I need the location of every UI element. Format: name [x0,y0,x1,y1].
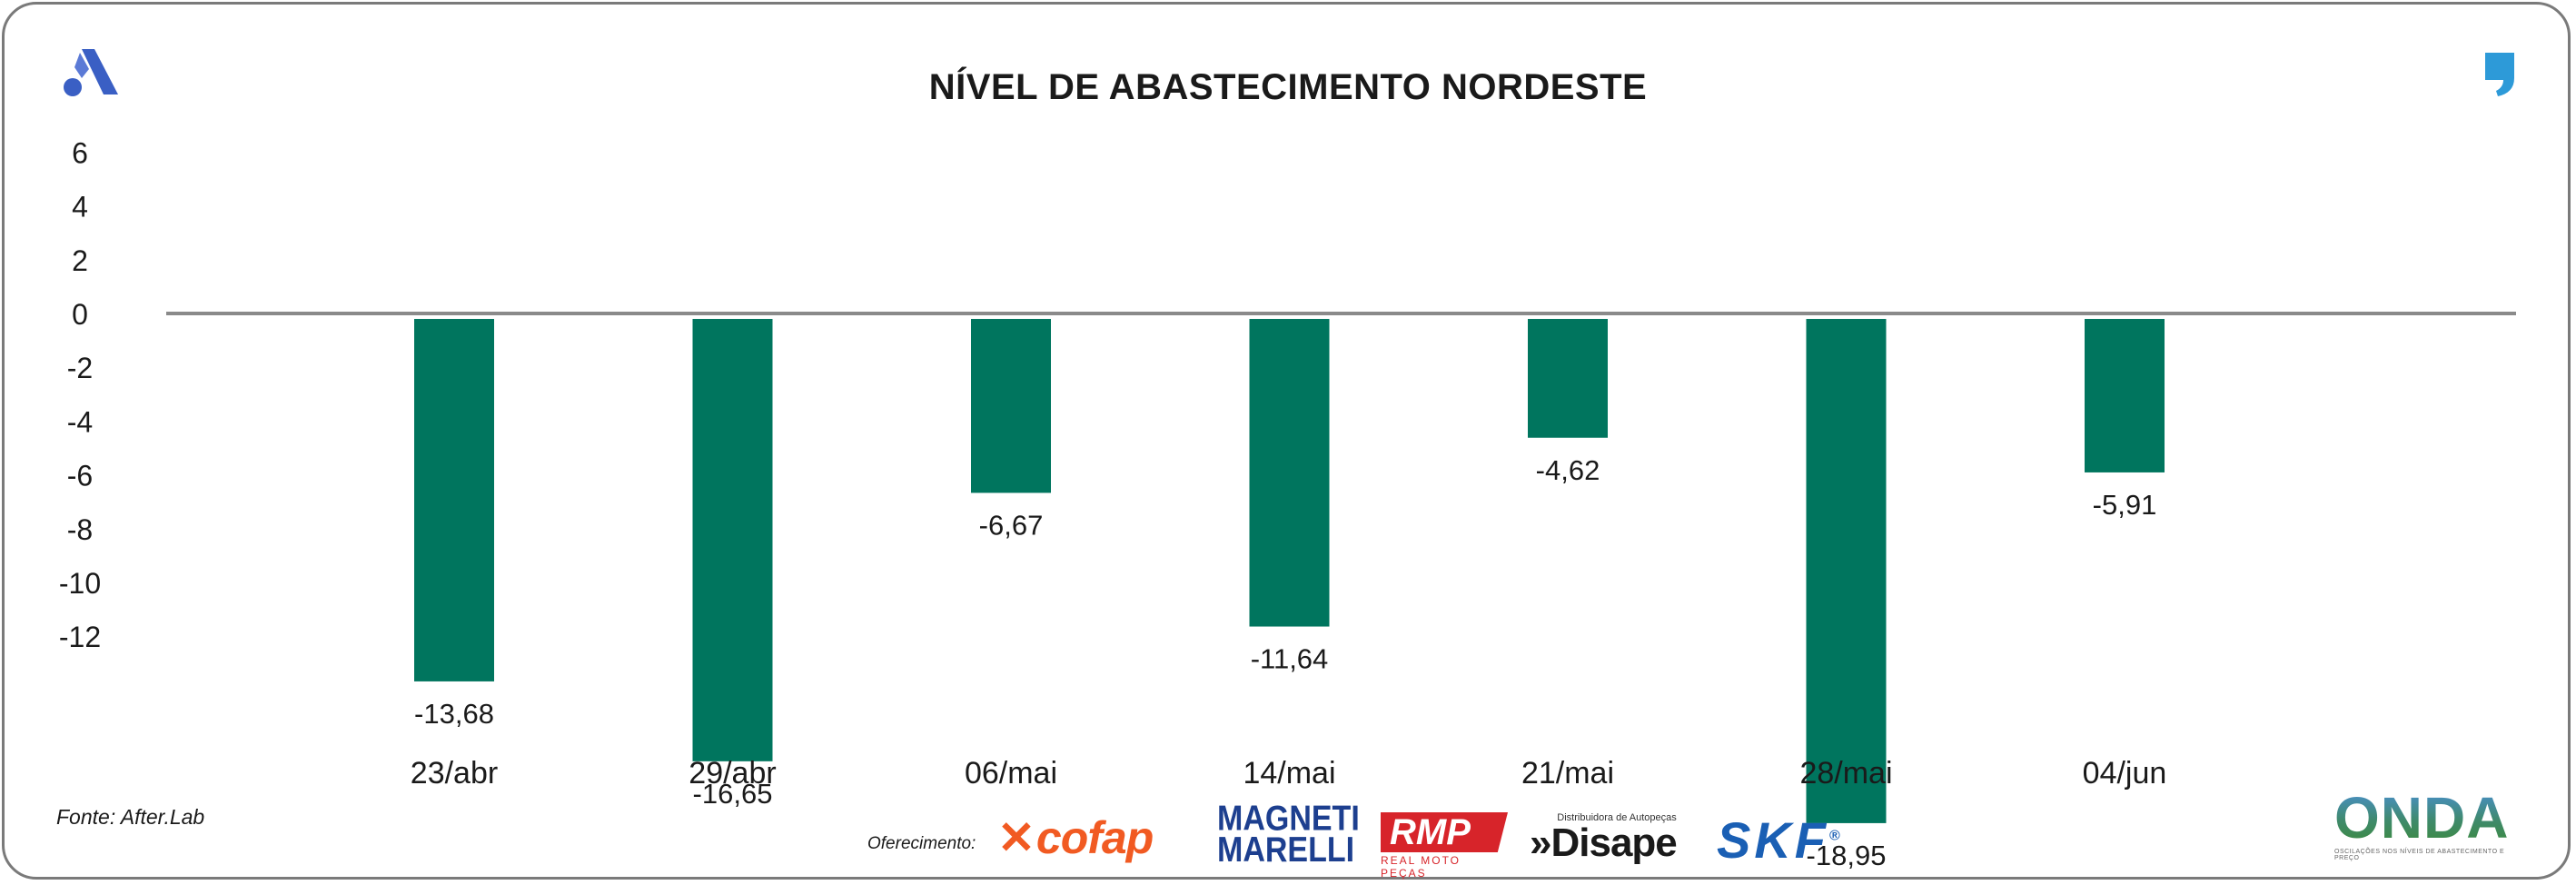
cofap-x-icon: ✕ [997,812,1035,863]
x-tick-label: 23/abr [411,756,498,791]
bar-value-label: -11,64 [1251,643,1329,675]
y-tick-label: -6 [67,460,93,492]
rmp-wordmark: RMP [1381,812,1508,852]
cofap-logo: ✕cofap [997,811,1154,864]
y-tick-label: 6 [72,136,88,169]
value-labels-group: -13,68 -16,65 -6,67 -11,64 -4,62 -18,95 -5,91 [414,454,2156,871]
x-tick-label: 29/abr [689,756,776,791]
bar [1528,319,1608,438]
disape-logo: Distribuidora de Autopeças »Disape [1530,812,1678,865]
magneti-line2: MARELLI [1217,830,1355,870]
y-tick-label: 2 [72,244,88,277]
y-axis: 6 4 2 0 -2 -4 -6 -8 -10 -12 [59,136,101,653]
registered-mark-icon: ® [1829,828,1840,844]
x-tick-label: 14/mai [1243,756,1335,791]
skf-logo: SKF® [1717,810,1840,870]
quote-mark-icon [2485,53,2514,96]
sponsors-label: Oferecimento: [867,834,976,853]
rmp-logo: RMP REAL MOTO PEÇAS [1381,812,1508,880]
onda-tagline: OSCILAÇÕES NOS NÍVEIS DE ABASTECIMENTO E… [2334,849,2505,861]
disape-wordmark: »Disape [1530,820,1678,865]
bar [1806,319,1887,823]
bar-value-label: -4,62 [1536,454,1600,486]
bars-group [414,319,2165,823]
y-tick-label: -8 [67,513,93,546]
y-tick-label: -10 [59,567,101,600]
skf-wordmark: SKF [1717,811,1829,869]
bar-value-label: -16,65 [693,778,773,810]
x-axis: 23/abr 29/abr 06/mai 14/mai 21/mai 28/mai 04/j… [411,756,2167,791]
y-tick-label: 4 [72,191,88,224]
bar [692,319,773,761]
x-tick-label: 04/jun [2083,756,2167,791]
bar [2085,319,2165,472]
magneti-line1: MAGNETI [1217,798,1360,839]
bar [971,319,1051,493]
y-tick-label: 0 [72,298,88,331]
brand-a-logo-icon [64,49,118,96]
onda-logo: ONDA OSCILAÇÕES NOS NÍVEIS DE ABASTECIME… [2334,789,2516,861]
y-tick-label: -12 [59,621,101,653]
y-tick-label: -2 [67,352,93,384]
bar-value-label: -6,67 [979,509,1044,541]
bar-value-label: -18,95 [1807,840,1887,871]
x-tick-label: 28/mai [1799,756,1892,791]
rmp-tagline: REAL MOTO PEÇAS [1381,854,1461,880]
x-tick-label: 06/mai [965,756,1057,791]
magneti-marelli-logo: MAGNETI MARELLI [1217,800,1360,868]
cofap-wordmark: cofap [1035,812,1154,863]
bar [414,319,494,681]
bar-value-label: -5,91 [2093,489,2157,521]
bar [1249,319,1330,627]
x-tick-label: 21/mai [1521,756,1614,791]
y-tick-label: -4 [67,405,93,438]
bar-value-label: -13,68 [414,698,494,730]
disape-tagline: Distribuidora de Autopeças [1557,812,1677,823]
source-note: Fonte: After.Lab [56,805,205,829]
chart-title: NÍVEL DE ABASTECIMENTO NORDESTE [928,67,1648,107]
onda-wordmark: ONDA [2334,789,2516,847]
